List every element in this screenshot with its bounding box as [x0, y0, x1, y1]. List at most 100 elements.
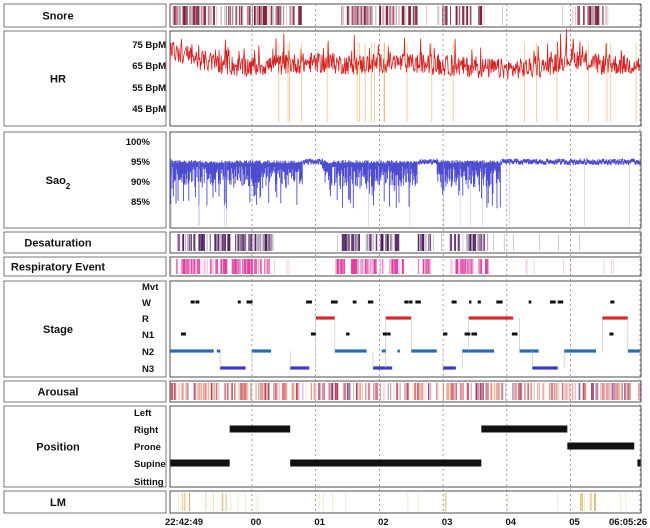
- arousal-event-mark: [476, 383, 479, 400]
- sao2-baseline-mark: [508, 158, 510, 162]
- desat-event-mark: [190, 234, 192, 251]
- sao2-baseline-mark: [580, 160, 583, 164]
- snore-event-mark: [251, 6, 253, 25]
- sao2-baseline-mark: [313, 160, 315, 164]
- stage-brief-mark: [346, 332, 350, 336]
- stage-segment: [373, 366, 393, 370]
- snore-event-mark: [578, 6, 581, 25]
- resp-event-mark: [486, 259, 488, 274]
- arousal-event-mark: [521, 383, 523, 400]
- arousal-event-mark: [238, 383, 240, 400]
- snore-event-mark: [572, 6, 574, 25]
- resp-label: Respiratory Event: [11, 262, 105, 274]
- sao2-baseline-mark: [428, 160, 430, 164]
- desat-event-mark: [190, 234, 191, 251]
- snore-event-mark: [277, 6, 280, 25]
- snore-event-mark: [469, 6, 471, 25]
- resp-event-mark: [475, 259, 479, 274]
- stage-brief-mark: [568, 349, 574, 353]
- snore-event-mark: [455, 6, 458, 25]
- arousal-event-mark: [286, 383, 287, 400]
- sao2-baseline-mark: [611, 159, 613, 163]
- sao2-baseline-mark: [577, 160, 579, 164]
- arousal-event-mark: [182, 383, 184, 400]
- snore-event-mark: [457, 6, 460, 25]
- arousal-event-mark: [527, 383, 529, 400]
- desat-event-mark: [425, 234, 427, 251]
- sao2-baseline-mark: [310, 161, 312, 165]
- sao2-y-tick-label: 95%: [131, 157, 151, 168]
- stage-brief-mark: [216, 349, 221, 353]
- desat-event-mark: [267, 234, 269, 251]
- snore-event-mark: [341, 6, 343, 25]
- snore-event-mark: [605, 6, 607, 25]
- desat-event-mark: [193, 234, 195, 251]
- sao2-baseline-mark: [597, 162, 599, 166]
- arousal-event-mark: [404, 383, 406, 400]
- desat-event-mark: [579, 234, 580, 251]
- sao2-baseline-mark: [519, 161, 522, 165]
- arousal-event-mark: [230, 383, 233, 400]
- arousal-event-mark: [242, 383, 245, 400]
- sao2-baseline-mark: [537, 161, 540, 165]
- arousal-event-mark: [399, 383, 401, 400]
- arousal-event-mark: [575, 383, 576, 400]
- resp-event-mark: [181, 259, 183, 274]
- lm-event-mark: [244, 493, 246, 511]
- resp-event-mark: [269, 259, 272, 274]
- desat-event-mark: [239, 234, 241, 251]
- snore-event-mark: [445, 6, 448, 25]
- arousal-event-mark: [466, 383, 468, 400]
- position-segment: [229, 425, 291, 433]
- snore-event-mark: [262, 6, 264, 25]
- sao2-baseline-mark: [418, 161, 420, 165]
- snore-event-mark: [603, 6, 605, 25]
- desat-event-mark: [182, 234, 184, 251]
- arousal-event-mark: [485, 383, 487, 400]
- snore-event-mark: [225, 6, 227, 25]
- stage-brief-mark: [610, 300, 615, 304]
- resp-event-mark: [181, 259, 183, 274]
- sao2-baseline-mark: [547, 159, 549, 163]
- sao2-baseline-mark: [531, 160, 534, 164]
- arousal-event-mark: [291, 383, 294, 400]
- arousal-event-mark: [266, 383, 268, 400]
- arousal-event-mark: [336, 383, 339, 400]
- lm-event-mark: [345, 493, 347, 511]
- resp-event-mark: [482, 259, 483, 274]
- arousal-event-mark: [277, 383, 279, 400]
- desat-event-mark: [358, 234, 360, 251]
- snore-event-mark: [444, 6, 447, 25]
- snore-event-mark: [248, 6, 251, 25]
- desat-event-mark: [209, 234, 211, 251]
- sao2-label-box: [3, 131, 167, 229]
- sao2-baseline-mark: [593, 159, 595, 163]
- stage-segment: [532, 366, 558, 370]
- sao2-baseline-mark: [554, 160, 556, 164]
- sao2-baseline-mark: [527, 158, 529, 162]
- desat-event-mark: [352, 234, 353, 251]
- resp-event-mark: [242, 259, 244, 274]
- arousal-event-mark: [486, 383, 489, 400]
- arousal-event-mark: [621, 383, 623, 400]
- position-level-label: Prone: [134, 442, 161, 453]
- sao2-baseline-mark: [606, 161, 608, 165]
- arousal-event-mark: [567, 383, 569, 400]
- snore-event-mark: [202, 6, 205, 25]
- resp-event-mark: [213, 259, 216, 274]
- desat-event-mark: [229, 234, 231, 251]
- resp-event-mark: [190, 259, 192, 274]
- snore-event-mark: [207, 6, 209, 25]
- arousal-event-mark: [171, 383, 173, 400]
- desat-event-mark: [178, 234, 180, 251]
- arousal-event-mark: [603, 383, 606, 400]
- desat-label-box: [3, 231, 167, 254]
- snore-event-mark: [587, 6, 589, 25]
- lm-event-mark: [590, 493, 593, 511]
- snore-event-mark: [173, 6, 176, 25]
- desat-event-mark: [198, 234, 200, 251]
- snore-event-mark: [459, 6, 460, 25]
- snore-event-mark: [172, 6, 174, 25]
- stage-brief-mark: [381, 349, 386, 353]
- sao2-baseline-mark: [514, 159, 516, 163]
